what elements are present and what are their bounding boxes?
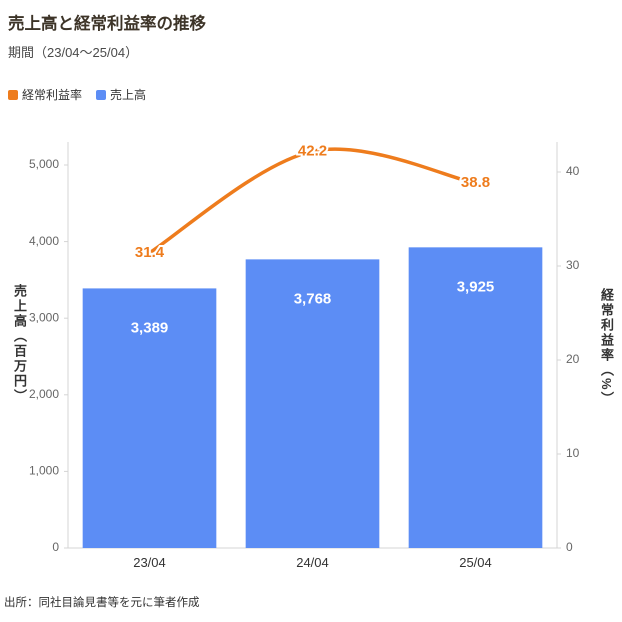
right-tick-label: 10 [566, 446, 580, 460]
left-tick-label: 1,000 [29, 464, 59, 478]
line-value-label: 38.8 [461, 174, 490, 191]
x-tick-label: 23/04 [133, 555, 166, 570]
source-note: 出所：同社目論見書等を元に筆者作成 [4, 597, 200, 609]
bar-25/04 [408, 247, 543, 548]
x-tick-label: 25/04 [459, 555, 492, 570]
right-tick-label: 40 [566, 164, 580, 178]
bar-value-label: 3,768 [294, 290, 332, 307]
bar-24/04 [245, 259, 380, 548]
bar-value-label: 3,389 [131, 319, 169, 336]
x-tick-label: 24/04 [296, 555, 329, 570]
legend-label-profit-margin: 経常利益率 [22, 88, 83, 102]
left-tick-label: 4,000 [29, 234, 59, 248]
legend-label-sales: 売上高 [110, 88, 147, 102]
legend: 経常利益率 売上高 [8, 86, 146, 103]
left-tick-label: 3,000 [29, 310, 59, 324]
chart-title: 売上高と経常利益率の推移 [8, 15, 206, 33]
left-tick-label: 0 [52, 540, 59, 554]
legend-item-profit-margin: 経常利益率 [8, 86, 82, 103]
bar-value-label: 3,925 [457, 278, 495, 295]
profit-margin-line [147, 147, 478, 255]
left-tick-label: 5,000 [29, 157, 59, 171]
left-axis-title: 売上高（百万円） [12, 284, 27, 404]
bar-23/04 [82, 288, 217, 548]
line-value-label: 42.2 [298, 142, 327, 159]
right-tick-label: 30 [566, 258, 580, 272]
left-tick-label: 2,000 [29, 387, 59, 401]
combo-chart: 0 1,000 2,000 3,000 4,000 5,000 0 10 20 30 40 23/04… [29, 140, 580, 570]
chart-subtitle: 期間（23/04〜25/04） [8, 45, 139, 60]
legend-item-sales: 売上高 [96, 86, 146, 103]
legend-swatch-sales [96, 89, 107, 100]
right-tick-label: 0 [566, 540, 573, 554]
right-axis-title: 経常利益率（%） [599, 288, 614, 407]
line-value-label: 31.4 [135, 244, 165, 261]
right-tick-label: 20 [566, 352, 580, 366]
legend-swatch-profit-margin [8, 89, 18, 100]
